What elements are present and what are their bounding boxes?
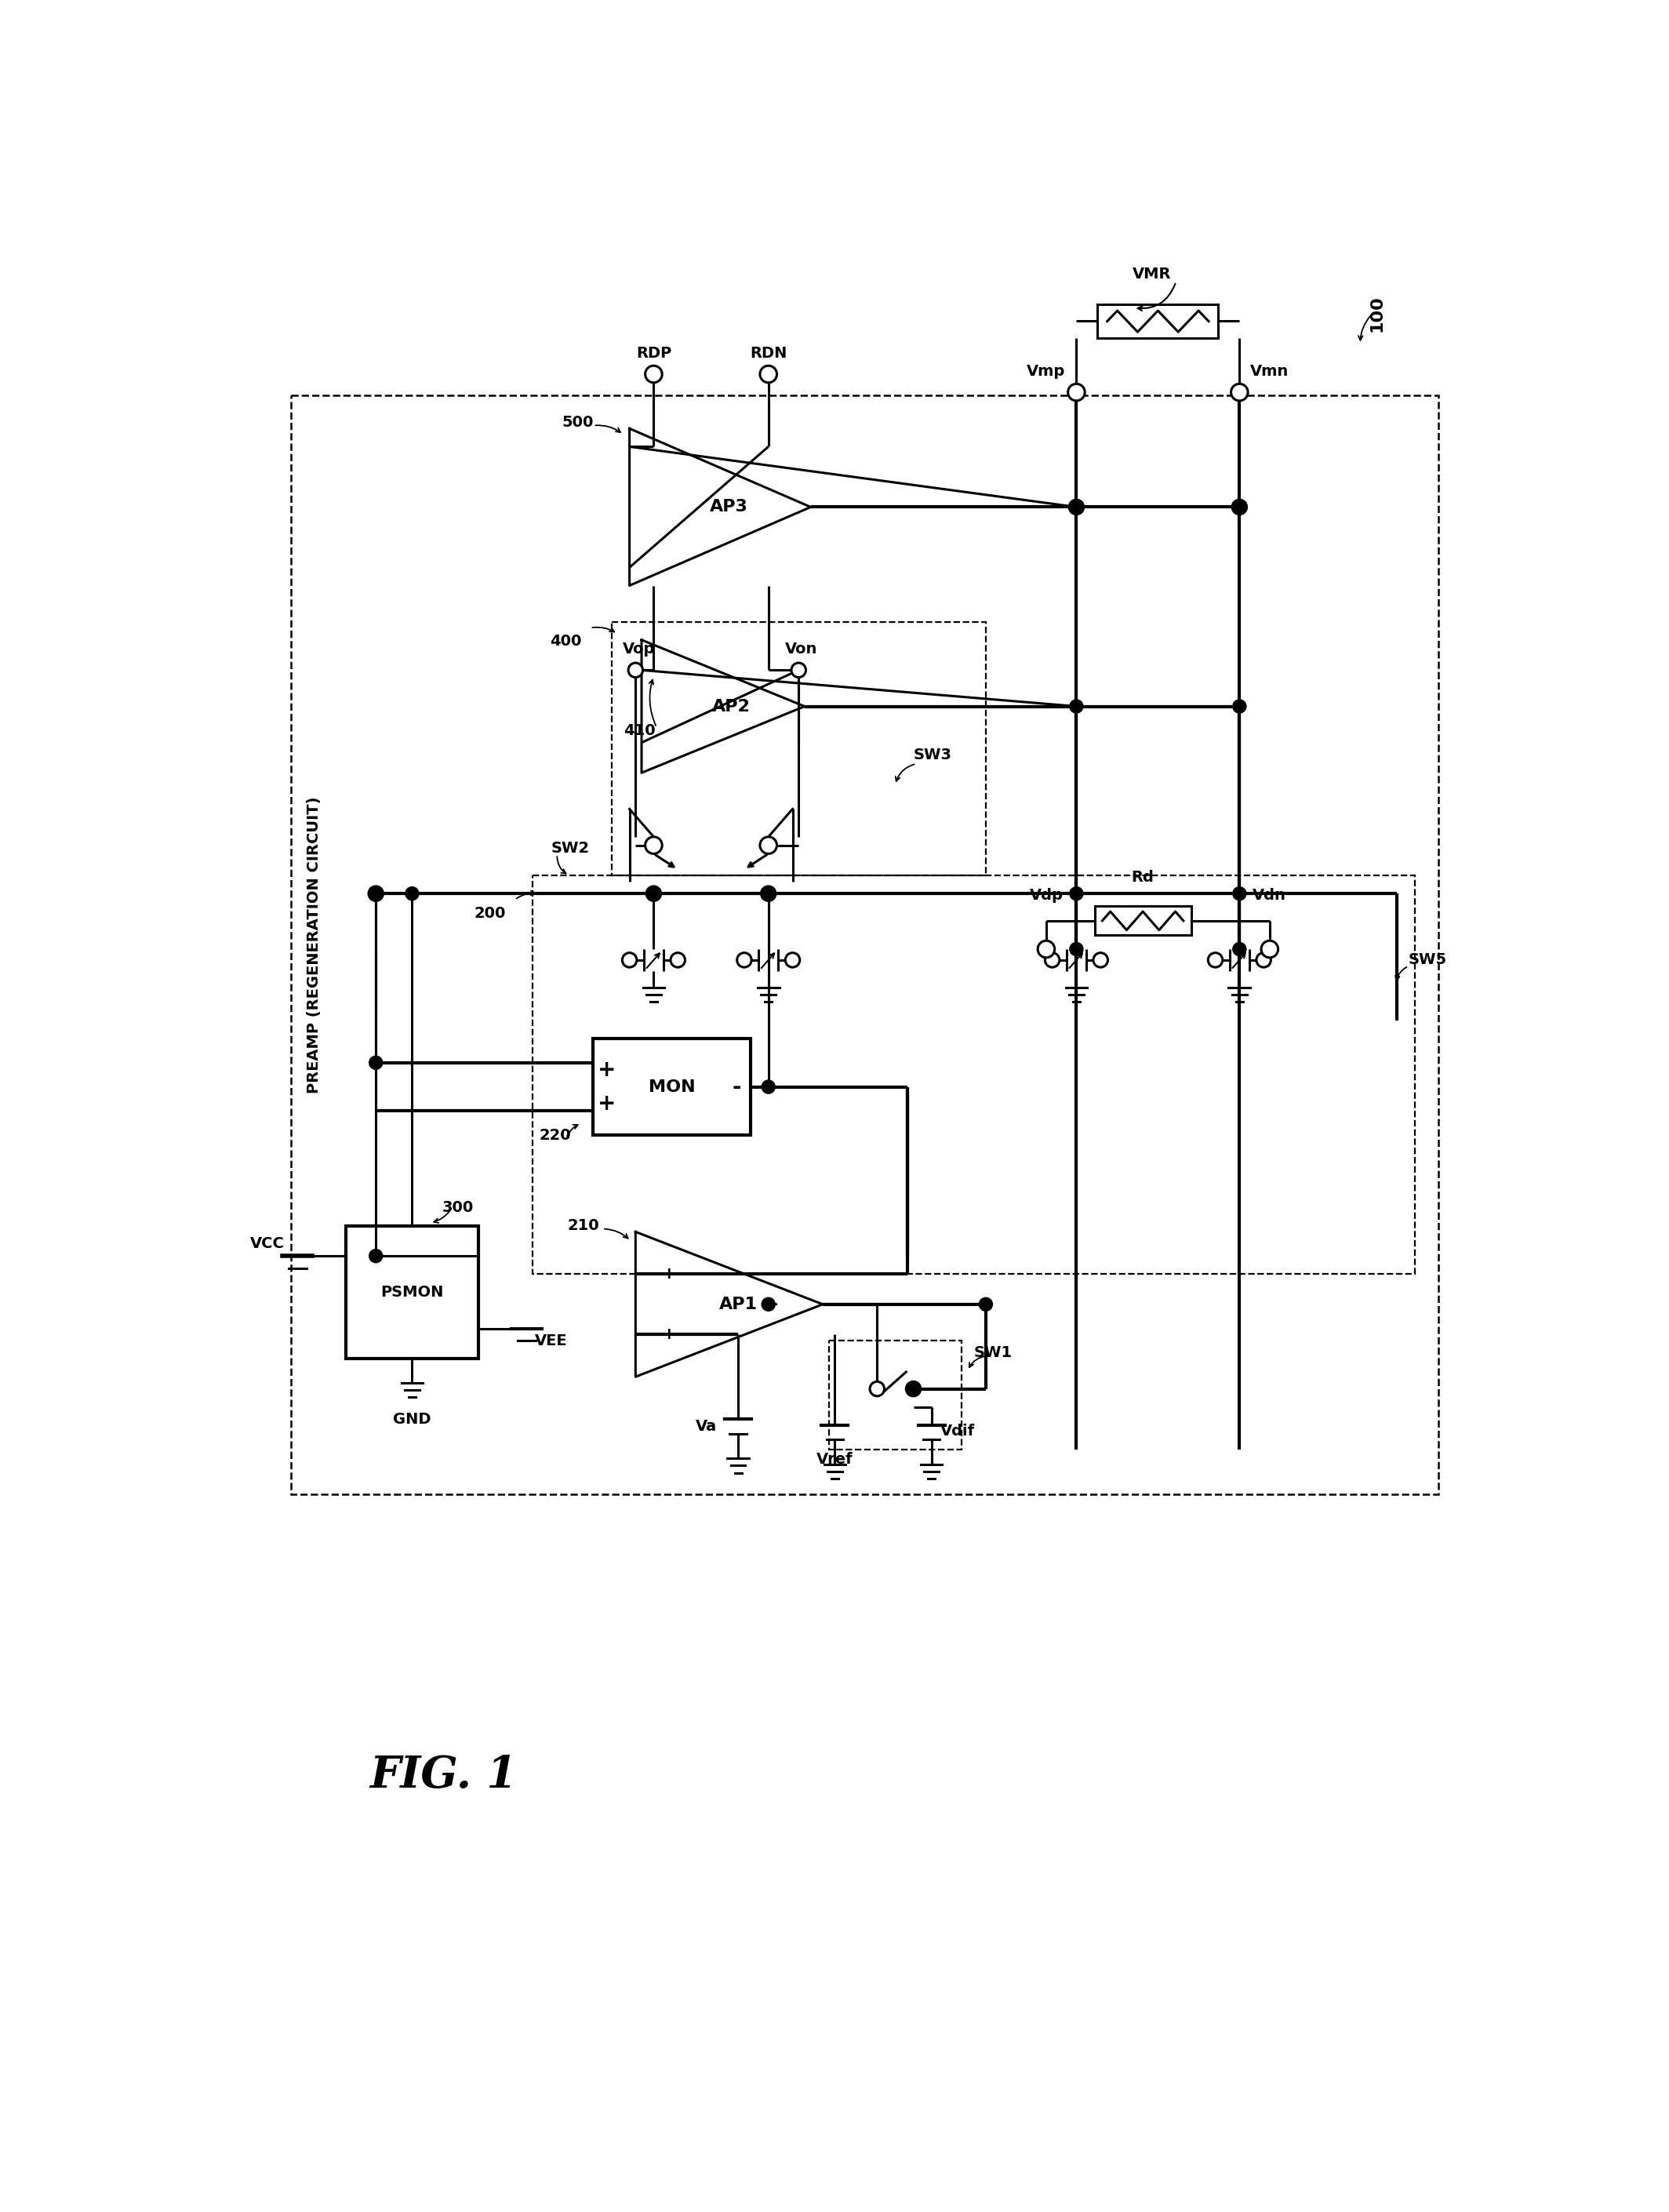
Text: GND: GND (394, 1411, 431, 1427)
Circle shape (623, 953, 638, 967)
Circle shape (1257, 953, 1270, 967)
Text: 500: 500 (561, 416, 592, 429)
Circle shape (1038, 940, 1055, 958)
Text: SW5: SW5 (1409, 953, 1447, 967)
Circle shape (738, 953, 751, 967)
Circle shape (906, 1382, 921, 1396)
Circle shape (791, 664, 806, 677)
Text: VEE: VEE (534, 1334, 567, 1347)
Bar (611, 622, 986, 876)
Text: 410: 410 (624, 723, 656, 739)
Circle shape (763, 1298, 774, 1310)
Text: Vmn: Vmn (1250, 363, 1288, 378)
Text: Vref: Vref (816, 1453, 853, 1467)
Text: Vdif: Vdif (941, 1425, 975, 1438)
Circle shape (371, 1250, 382, 1263)
Text: RDP: RDP (636, 345, 671, 361)
Text: 220: 220 (539, 1128, 571, 1144)
Text: 400: 400 (549, 635, 581, 648)
Circle shape (646, 836, 663, 854)
Text: Vdn: Vdn (1253, 887, 1287, 902)
Text: Va: Va (696, 1418, 718, 1433)
Circle shape (1045, 953, 1060, 967)
Text: MON: MON (648, 1079, 696, 1095)
Bar (592, 1040, 751, 1135)
Circle shape (648, 887, 659, 900)
Circle shape (763, 887, 774, 900)
Bar (1098, 305, 1218, 338)
Circle shape (1233, 887, 1245, 900)
Bar (1095, 907, 1192, 936)
Circle shape (1233, 942, 1245, 956)
Text: VCC: VCC (250, 1237, 284, 1252)
Bar (345, 1225, 479, 1358)
Text: +: + (661, 1265, 676, 1283)
Circle shape (908, 1382, 920, 1396)
Text: Vdp: Vdp (1030, 887, 1063, 902)
Text: FIG. 1: FIG. 1 (371, 1754, 517, 1796)
Circle shape (649, 889, 659, 898)
Circle shape (1233, 701, 1245, 712)
Circle shape (1262, 940, 1278, 958)
Text: PREAMP (REGENERATION CIRCUIT): PREAMP (REGENERATION CIRCUIT) (307, 796, 322, 1093)
Circle shape (870, 1382, 885, 1396)
Text: SW3: SW3 (913, 748, 951, 763)
Text: -: - (771, 1296, 778, 1312)
Circle shape (1070, 701, 1083, 712)
Circle shape (1070, 500, 1083, 513)
Circle shape (980, 1298, 991, 1310)
Text: 200: 200 (474, 905, 506, 920)
Circle shape (646, 365, 663, 383)
Circle shape (761, 887, 776, 900)
Circle shape (628, 664, 643, 677)
Text: AP2: AP2 (713, 699, 751, 714)
Circle shape (759, 365, 776, 383)
Text: Von: Von (786, 641, 818, 657)
Circle shape (671, 953, 684, 967)
Text: +: + (661, 1327, 676, 1343)
Circle shape (763, 1082, 774, 1093)
Circle shape (371, 1057, 382, 1068)
Bar (829, 1340, 961, 1449)
Circle shape (1208, 953, 1222, 967)
Text: 100: 100 (1369, 296, 1385, 332)
Circle shape (646, 887, 661, 900)
Bar (532, 876, 1415, 1274)
Circle shape (1232, 385, 1248, 400)
Text: VMR: VMR (1133, 268, 1172, 281)
Text: PSMON: PSMON (381, 1285, 444, 1301)
Circle shape (1070, 942, 1083, 956)
Text: SW1: SW1 (973, 1345, 1013, 1360)
Text: 210: 210 (567, 1219, 599, 1234)
Text: RDN: RDN (749, 345, 788, 361)
Text: Vop: Vop (623, 641, 654, 657)
Circle shape (759, 836, 776, 854)
Text: Rd: Rd (1132, 869, 1155, 885)
Text: +: + (598, 1060, 616, 1082)
Bar (292, 396, 1439, 1495)
Circle shape (406, 887, 419, 900)
Text: -: - (733, 1075, 741, 1097)
Circle shape (1070, 887, 1083, 900)
Circle shape (369, 887, 384, 900)
Circle shape (786, 953, 799, 967)
Circle shape (1232, 500, 1247, 513)
Circle shape (1068, 385, 1085, 400)
Text: 300: 300 (442, 1201, 474, 1214)
Text: AP1: AP1 (719, 1296, 758, 1312)
Text: AP3: AP3 (709, 500, 748, 515)
Text: +: + (598, 1093, 616, 1115)
Circle shape (1093, 953, 1108, 967)
Text: SW2: SW2 (551, 841, 589, 856)
Text: Vmp: Vmp (1026, 363, 1065, 378)
